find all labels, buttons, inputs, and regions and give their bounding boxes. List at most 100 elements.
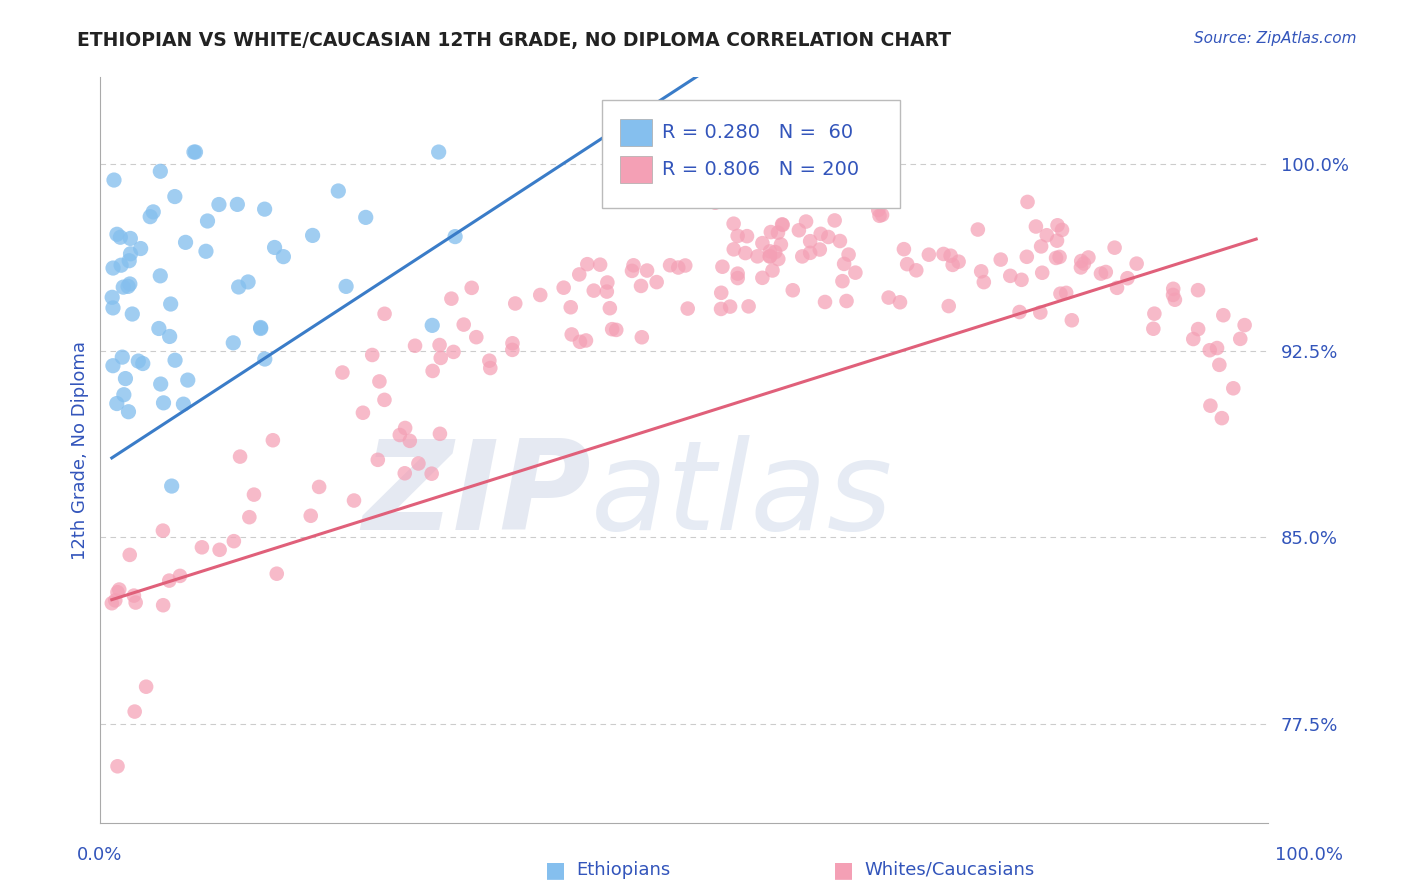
Point [429, 351, 451, 365]
Point [343, 493, 366, 508]
Point [107, 759, 129, 773]
Point [112, 280, 135, 294]
Point [1035, 228, 1057, 243]
Point [229, 450, 252, 464]
Point [398, 434, 420, 448]
Point [117, 405, 139, 419]
Point [787, 223, 810, 237]
Point [835, 293, 858, 308]
Point [169, 569, 191, 583]
Point [1025, 219, 1047, 234]
Point [782, 283, 804, 297]
Point [108, 582, 131, 597]
Point [478, 353, 501, 368]
Point [148, 321, 170, 335]
Point [159, 297, 181, 311]
Point [120, 231, 142, 245]
Point [228, 280, 250, 294]
Point [262, 434, 284, 448]
Point [443, 345, 465, 359]
Point [636, 263, 658, 277]
Point [589, 258, 612, 272]
Point [553, 281, 575, 295]
Point [367, 453, 389, 467]
Text: ETHIOPIAN VS WHITE/CAUCASIAN 12TH GRADE, NO DIPLOMA CORRELATION CHART: ETHIOPIAN VS WHITE/CAUCASIAN 12TH GRADE,… [77, 31, 952, 50]
Point [596, 285, 619, 299]
Point [710, 301, 733, 316]
Point [814, 295, 837, 310]
Point [118, 253, 141, 268]
Point [197, 214, 219, 228]
Point [112, 388, 135, 402]
Point [253, 202, 276, 216]
Point [1049, 250, 1071, 264]
Point [1029, 305, 1052, 319]
Point [772, 218, 794, 232]
Point [460, 281, 482, 295]
Point [828, 234, 851, 248]
Point [165, 353, 187, 368]
Point [966, 222, 988, 236]
Point [918, 248, 941, 262]
Point [723, 243, 745, 257]
Point [420, 467, 443, 481]
Text: Whites/Caucasians: Whites/Caucasians [865, 861, 1035, 879]
Point [479, 361, 502, 376]
Point [226, 197, 249, 211]
Point [768, 252, 790, 266]
Point [191, 541, 214, 555]
Point [751, 236, 773, 251]
Point [1198, 343, 1220, 358]
Point [114, 371, 136, 385]
Point [905, 263, 928, 277]
Point [1046, 234, 1069, 248]
Point [645, 275, 668, 289]
Point [1233, 318, 1256, 332]
Point [236, 275, 259, 289]
Point [104, 593, 127, 607]
Point [427, 145, 450, 159]
Point [429, 426, 451, 441]
Point [263, 240, 285, 254]
Point [831, 274, 853, 288]
Point [596, 276, 619, 290]
Point [659, 258, 682, 272]
Point [420, 318, 443, 333]
Point [208, 542, 231, 557]
Point [194, 244, 217, 259]
Point [676, 301, 699, 316]
Point [889, 295, 911, 310]
Point [769, 237, 792, 252]
Point [727, 271, 749, 285]
Point [939, 249, 962, 263]
Point [761, 263, 783, 277]
Point [335, 279, 357, 293]
Text: ■: ■ [834, 860, 853, 880]
Point [352, 406, 374, 420]
Point [135, 680, 157, 694]
Point [723, 217, 745, 231]
Point [124, 595, 146, 609]
Point [118, 277, 141, 291]
Point [893, 242, 915, 256]
Point [1229, 332, 1251, 346]
Point [529, 288, 551, 302]
Point [1031, 266, 1053, 280]
Point [740, 188, 762, 202]
Text: Ethiopians: Ethiopians [576, 861, 671, 879]
Point [1045, 251, 1067, 265]
Point [1208, 358, 1230, 372]
Point [758, 250, 780, 264]
Point [501, 336, 523, 351]
Point [429, 338, 451, 352]
Point [249, 321, 271, 335]
Point [1073, 256, 1095, 270]
Point [1000, 268, 1022, 283]
Point [374, 307, 396, 321]
Point [105, 227, 128, 242]
Point [794, 214, 817, 228]
Point [121, 307, 143, 321]
Point [152, 524, 174, 538]
Point [159, 329, 181, 343]
Point [174, 235, 197, 250]
